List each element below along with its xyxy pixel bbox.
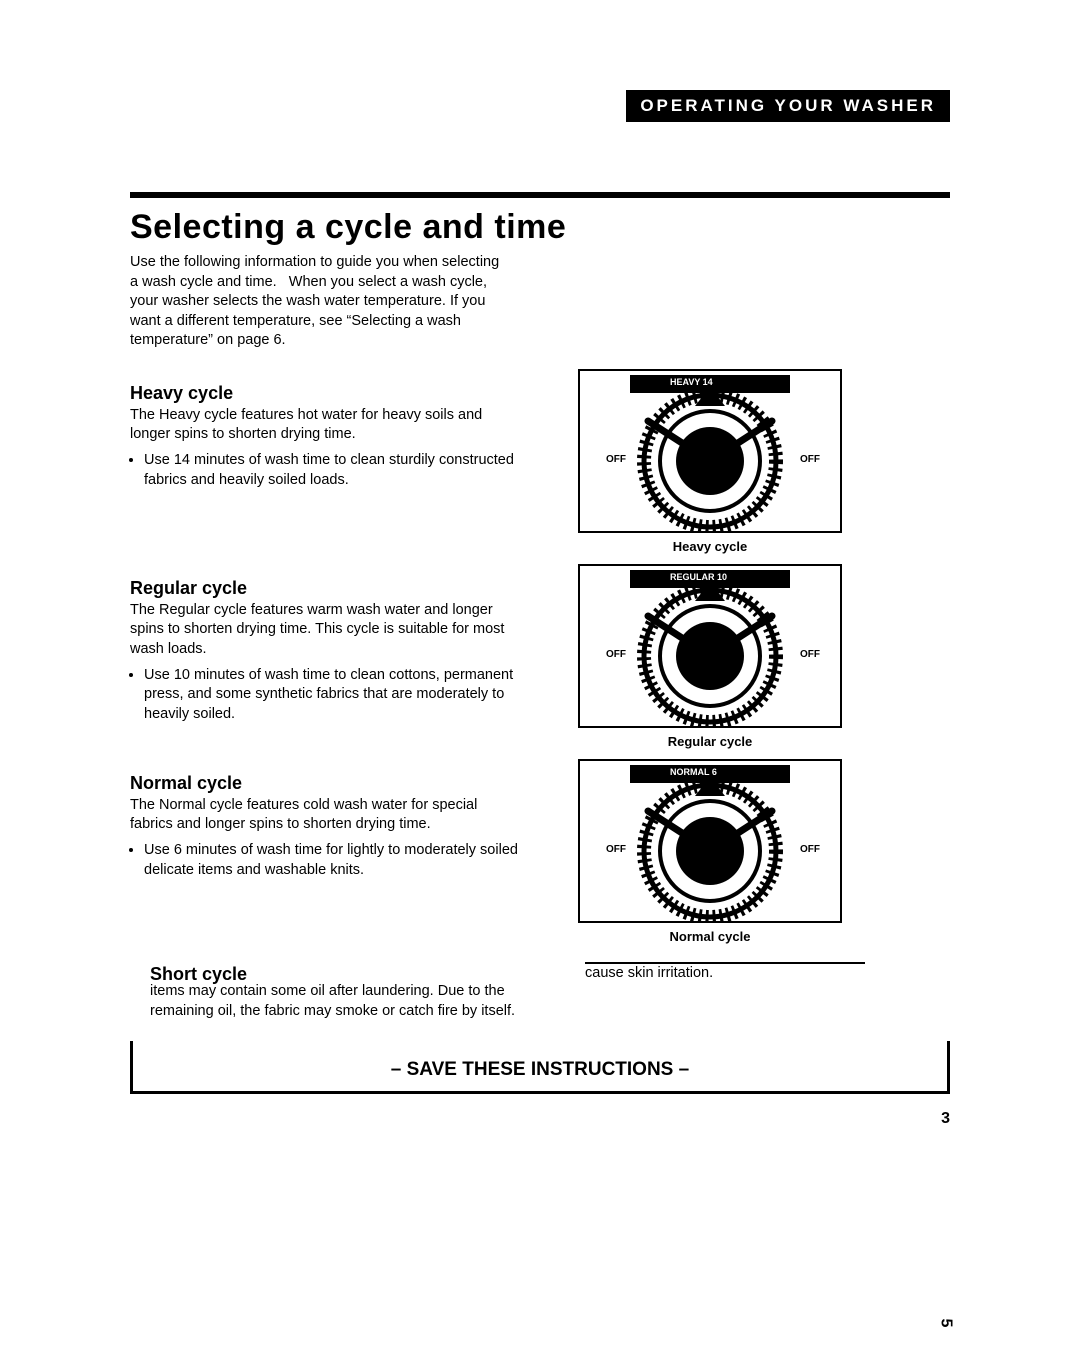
dial-caption: Heavy cycle xyxy=(673,539,747,554)
cycle-bullet: Use 14 minutes of wash time to clean stu… xyxy=(144,451,520,490)
page-number: 3 xyxy=(130,1110,950,1128)
dial-off-left: OFF xyxy=(606,649,626,660)
dial-top-label: REGULAR 10 xyxy=(670,572,727,582)
section-header-bar: OPERATING YOUR WASHER xyxy=(626,90,950,122)
cycle-body: The Normal cycle features cold wash wate… xyxy=(130,796,520,835)
cycle-row: Normal cycle The Normal cycle features c… xyxy=(130,759,950,944)
dial-top-label: NORMAL 6 xyxy=(670,767,717,777)
dial-figure: REGULAR 10 OFF OFF xyxy=(578,564,842,728)
cycle-heading: Regular cycle xyxy=(130,578,520,599)
dial-caption: Normal cycle xyxy=(670,929,751,944)
cycle-heading: Normal cycle xyxy=(130,773,520,794)
dial-top-label: HEAVY 14 xyxy=(670,377,713,387)
dial-off-right: OFF xyxy=(800,649,820,660)
cycle-bullet: Use 6 minutes of wash time for lightly t… xyxy=(144,841,520,880)
title-rule xyxy=(130,192,950,198)
cutoff-fragment: Short cycle items may contain some oil a… xyxy=(130,962,950,1021)
fragment-text-2: cause skin irritation. xyxy=(585,965,713,981)
dial-off-left: OFF xyxy=(606,454,626,465)
cycle-heading: Heavy cycle xyxy=(130,383,520,404)
dial-off-right: OFF xyxy=(800,454,820,465)
cycle-bullet: Use 10 minutes of wash time to clean cot… xyxy=(144,666,520,725)
cycle-body: The Regular cycle features warm wash wat… xyxy=(130,601,520,660)
save-instructions-box: – SAVE THESE INSTRUCTIONS – xyxy=(130,1041,950,1094)
intro-paragraph: Use the following information to guide y… xyxy=(130,253,500,351)
dial-caption: Regular cycle xyxy=(668,734,753,749)
dial-figure: HEAVY 14 OFF OFF xyxy=(578,369,842,533)
stray-mark: 5 xyxy=(937,1319,955,1328)
cycle-row: Regular cycle The Regular cycle features… xyxy=(130,564,950,749)
dial-off-right: OFF xyxy=(800,844,820,855)
dial-figure: NORMAL 6 OFF OFF xyxy=(578,759,842,923)
dial-off-left: OFF xyxy=(606,844,626,855)
main-title: Selecting a cycle and time xyxy=(130,208,950,247)
cycle-body: The Heavy cycle features hot water for h… xyxy=(130,406,520,445)
cycle-row: Heavy cycle The Heavy cycle features hot… xyxy=(130,369,950,554)
fragment-text-1: items may contain some oil after launder… xyxy=(150,983,515,1019)
